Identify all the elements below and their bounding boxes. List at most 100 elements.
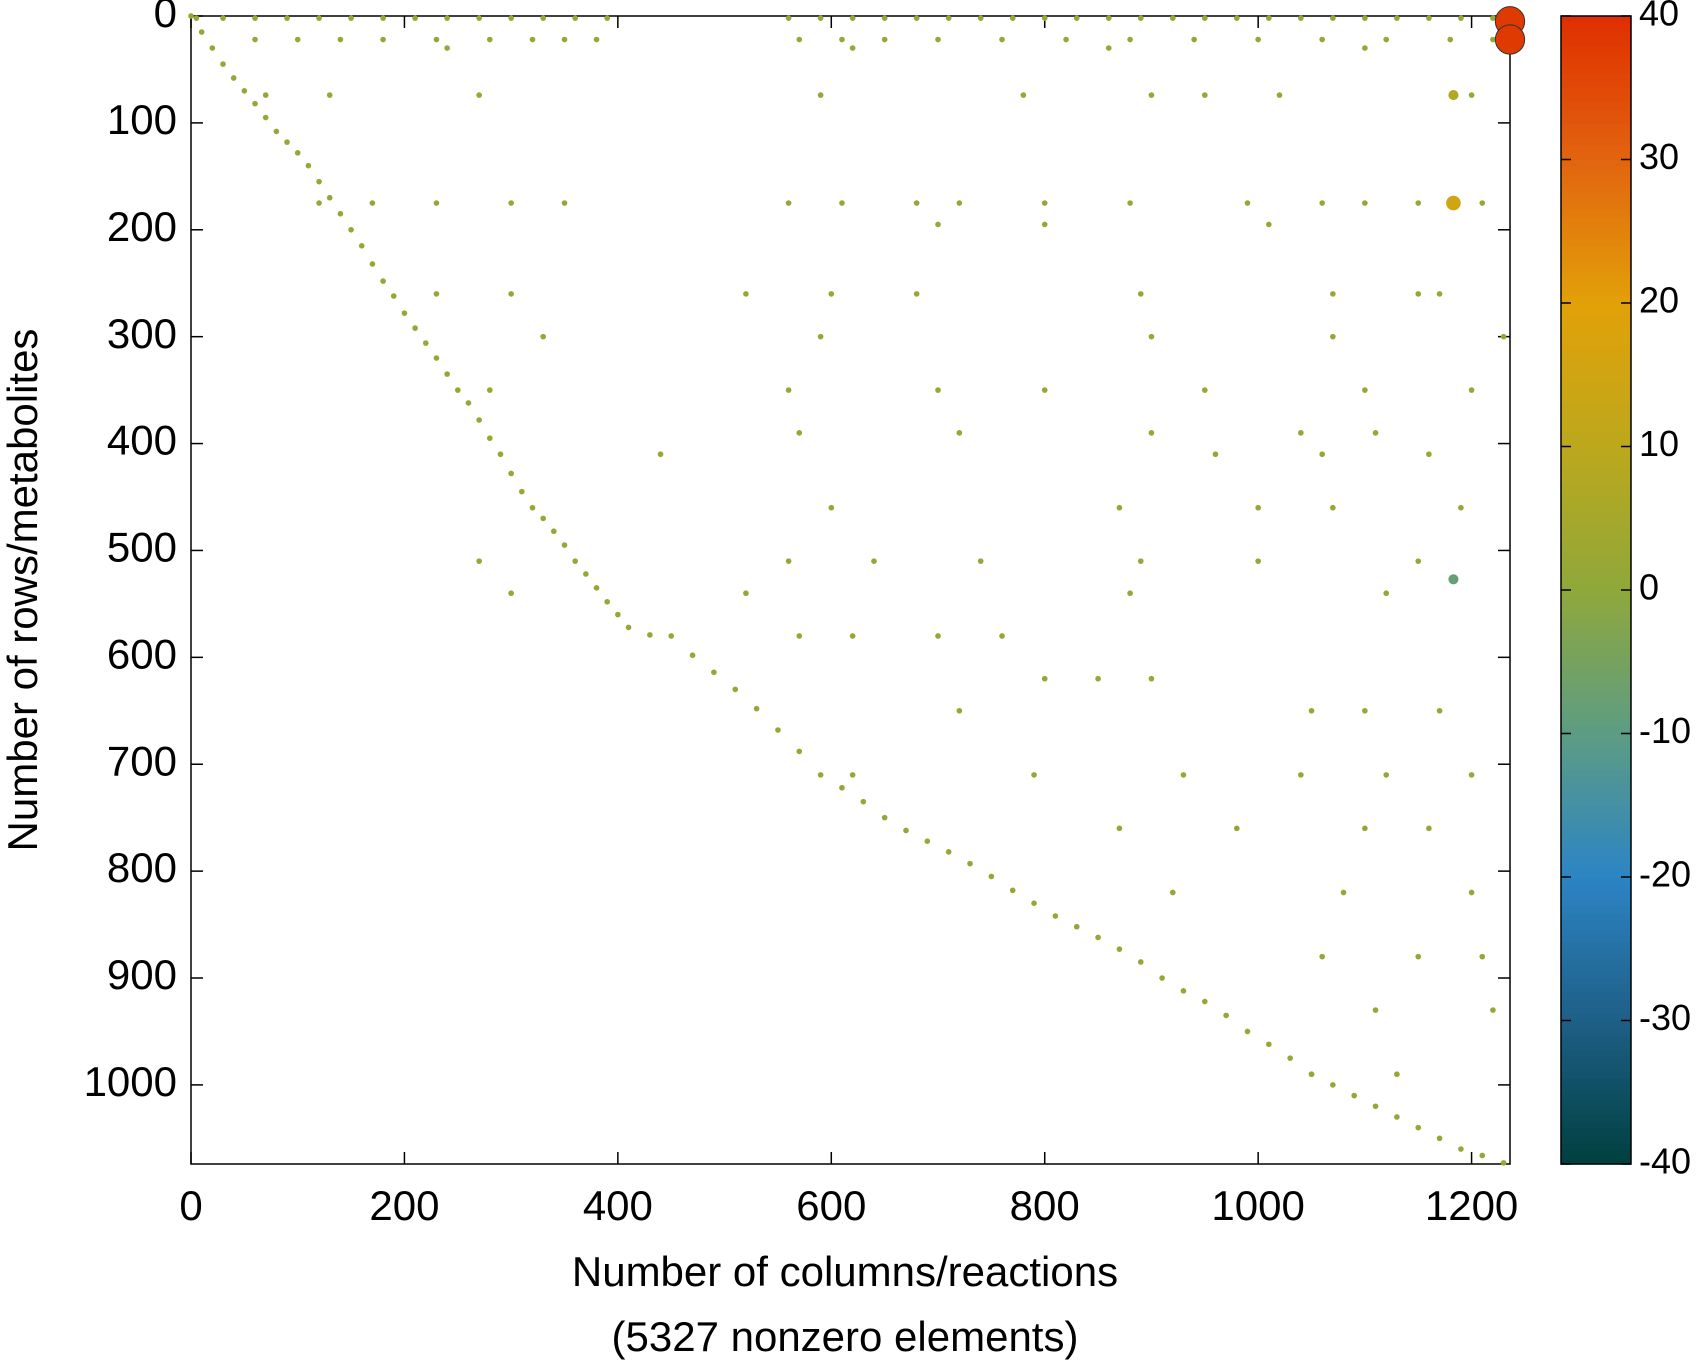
nonzero-point [1490,15,1496,21]
colorbar-band [1561,145,1631,153]
colorbar-band [1561,389,1631,397]
nonzero-point [561,542,568,548]
nonzero-point [1448,90,1459,101]
nonzero-point [1266,221,1272,228]
colorbar-band [1561,152,1631,161]
nonzero-point [1105,45,1112,51]
nonzero-point [1490,36,1496,43]
nonzero-point [1041,221,1048,228]
colorbar-band [1561,468,1631,476]
colorbar-band [1561,80,1631,89]
nonzero-point [1308,1071,1315,1078]
nonzero-point [1116,946,1123,952]
nonzero-point [348,226,354,233]
colorbar-band [1561,324,1631,333]
nonzero-point [1180,988,1187,994]
nonzero-point [796,36,803,43]
nonzero-point [1266,1041,1272,1048]
colorbar-band [1561,891,1631,900]
nonzero-point [1127,36,1133,43]
colorbar-band [1561,1149,1631,1158]
colorbar-band [1561,331,1631,340]
colorbar-band [1561,833,1631,842]
colorbar-band [1561,23,1631,31]
y-tick-label: 400 [107,417,177,464]
colorbar-band [1561,267,1631,275]
nonzero-point [849,633,856,639]
colorbar-band [1561,51,1631,60]
nonzero-point [1159,975,1165,981]
nonzero-point [444,15,450,21]
nonzero-point [1394,15,1400,21]
colorbar-band [1561,755,1631,763]
nonzero-point [935,633,941,639]
colorbar-band [1561,726,1631,735]
nonzero-point [668,633,675,639]
colorbar-band [1561,848,1631,857]
nonzero-point [193,15,200,21]
nonzero-point [348,15,354,21]
nonzero-point [785,200,792,206]
colorbar-band [1561,582,1631,591]
colorbar-band [1561,532,1631,541]
nonzero-point [444,371,450,377]
nonzero-point [839,200,845,206]
nonzero-point [433,36,440,43]
colorbar-band [1561,432,1631,440]
colorbar-band [1561,44,1631,53]
colorbar-band [1561,1142,1631,1151]
nonzero-point [561,200,568,206]
nonzero-point [1148,430,1155,436]
nonzero-point [935,36,941,43]
nonzero-point [1287,1055,1293,1061]
colorbar-band [1561,869,1631,878]
nonzero-point [1490,1007,1496,1013]
nonzero-point [1041,387,1048,393]
colorbar-band [1561,360,1631,369]
nonzero-point [913,15,920,21]
colorbar-band [1561,202,1631,211]
nonzero-point [1394,1114,1400,1120]
nonzero-point [1266,15,1272,21]
colorbar-tick-label: 30 [1639,136,1679,177]
colorbar-band [1561,209,1631,218]
nonzero-point [657,451,664,458]
colorbar-band [1561,439,1631,448]
colorbar-band [1561,905,1631,914]
colorbar-band [1561,518,1631,527]
colorbar-band [1561,740,1631,749]
colorbar-band [1561,970,1631,979]
nonzero-point [1479,200,1486,206]
colorbar-tick-label: 20 [1639,280,1679,321]
nonzero-point [369,200,376,206]
nonzero-point [1458,504,1464,511]
nonzero-point [796,748,803,755]
colorbar-band [1561,776,1631,785]
nonzero-point [1191,36,1197,43]
nonzero-point [1468,889,1475,896]
colorbar-band [1561,1113,1631,1122]
nonzero-point [433,355,440,361]
nonzero-point [1041,15,1048,21]
nonzero-point [625,624,632,631]
nonzero-point [881,814,888,821]
colorbar-band [1561,1120,1631,1129]
nonzero-point [1319,451,1326,458]
nonzero-point [486,36,493,43]
colorbar-band [1561,575,1631,584]
nonzero-point [999,36,1005,43]
nonzero-point [486,387,493,393]
colorbar-band [1561,625,1631,634]
nonzero-point [1436,291,1443,297]
colorbar-band [1561,841,1631,849]
x-tick-label: 600 [796,1182,866,1229]
colorbar-band [1561,941,1631,950]
nonzero-point [796,430,803,436]
nonzero-point [1298,430,1304,436]
nonzero-point [1148,92,1155,98]
colorbar-band [1561,790,1631,799]
nonzero-point [839,36,845,43]
nonzero-point [241,88,248,94]
nonzero-point [1180,772,1187,778]
nonzero-point [551,528,557,535]
